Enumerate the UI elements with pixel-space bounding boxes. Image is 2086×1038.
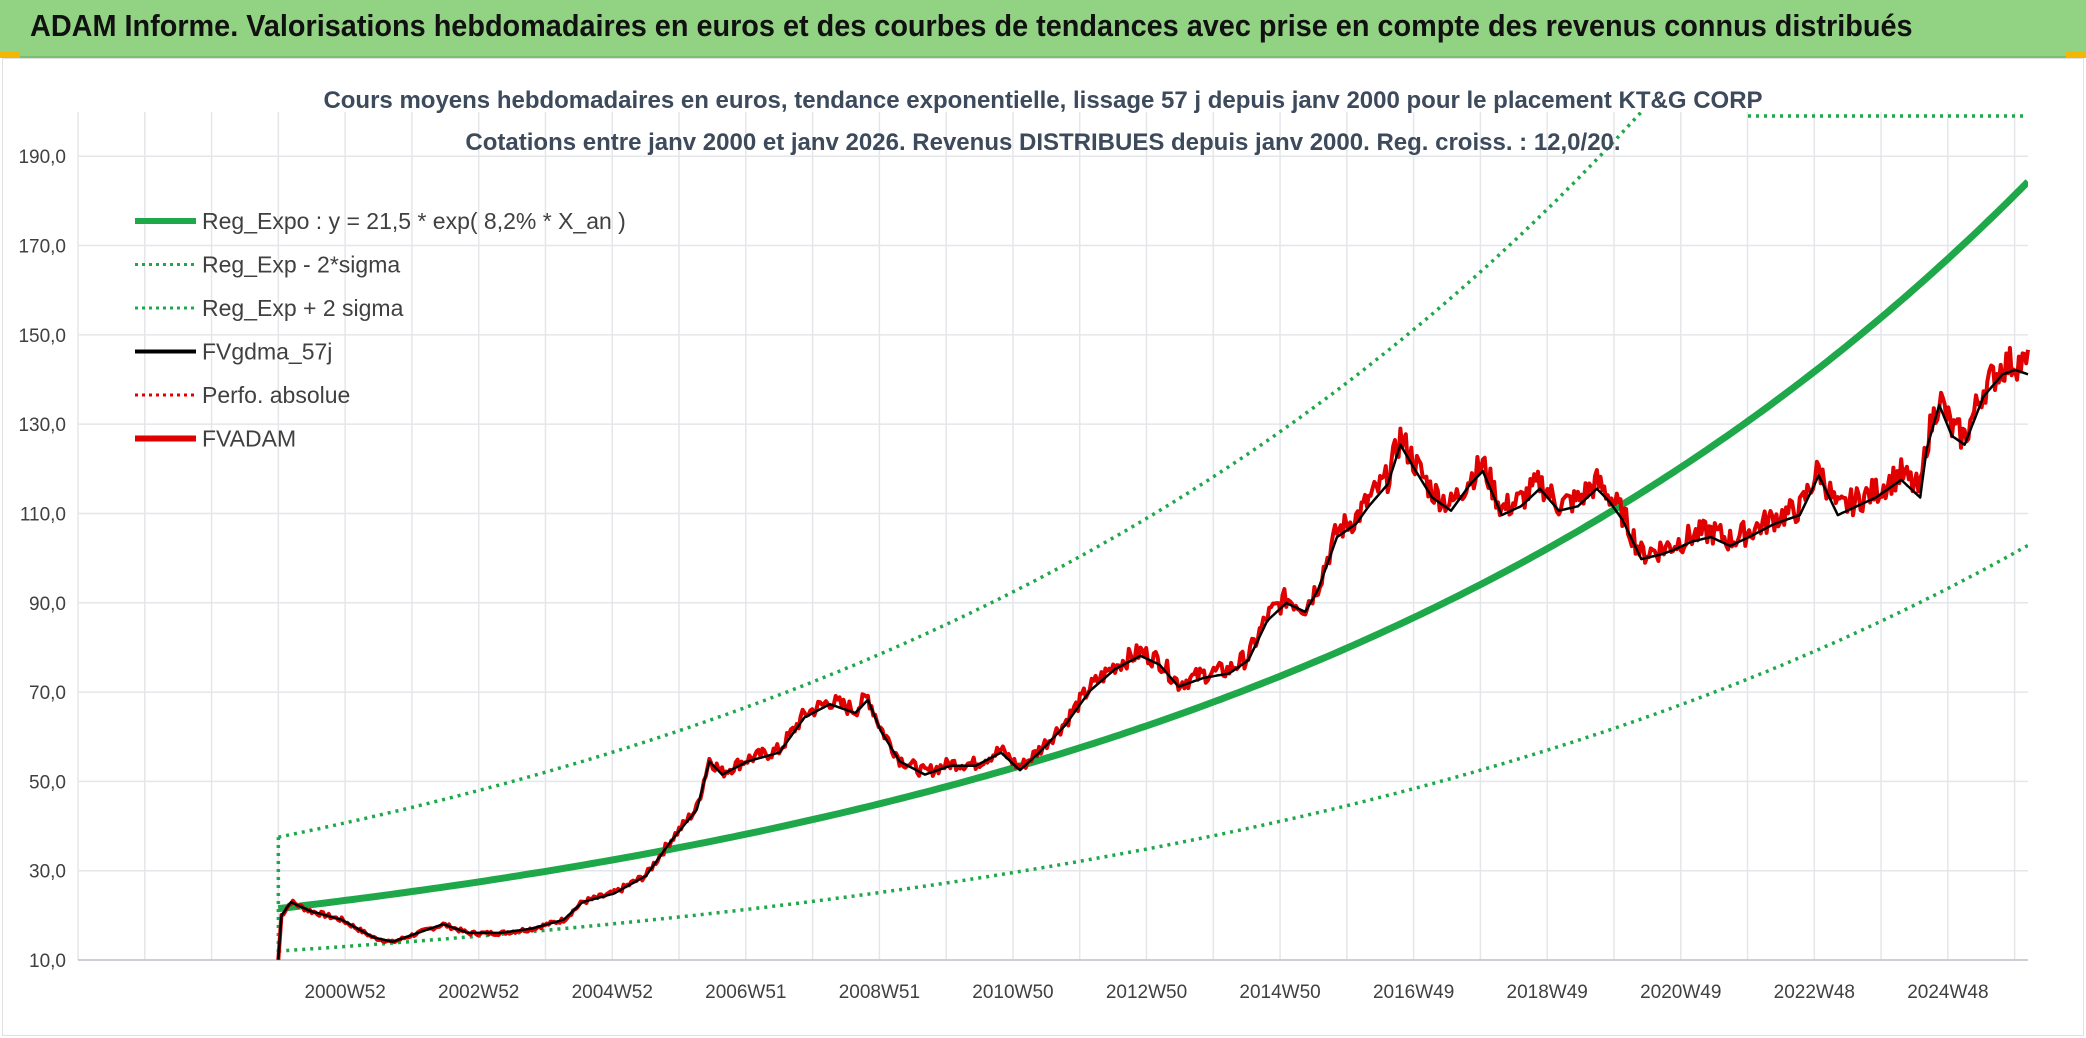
series-fvadam [276,346,2030,961]
y-tick-label: 110,0 [20,504,66,525]
y-tick-label: 190,0 [18,147,66,168]
y-tick-label: 130,0 [18,415,66,436]
y-tick-label: 50,0 [29,772,66,793]
report-banner: ADAM Informe. Valorisations hebdomadaire… [0,0,2086,58]
legend-label: Reg_Exp - 2*sigma [202,252,400,278]
y-tick-label: 30,0 [29,862,66,883]
series-reg-exp-plus-2sigma [277,112,1644,839]
chart-title: Cours moyens hebdomadaires en euros, ten… [323,87,1762,114]
chart-grid [77,112,2028,961]
legend-item: Reg_Expo : y = 21,5 * exp( 8,2% * X_an ) [135,208,626,234]
legend-item: Reg_Exp - 2*sigma [135,252,400,278]
x-tick-label: 2006W51 [705,982,786,1003]
corner-marker-right [2066,52,2086,58]
series-reg-exp-minus-2sigma [278,543,2028,953]
chart-series [276,112,2030,961]
legend-label: FVADAM [202,426,296,452]
y-tick-label: 170,0 [18,237,66,258]
x-tick-label: 2020W49 [1640,982,1721,1003]
chart-frame [2,58,2084,1036]
y-tick-label: 150,0 [18,326,66,347]
chart-subtitle: Cotations entre janv 2000 et janv 2026. … [465,129,1620,156]
x-tick-label: 2000W52 [304,982,385,1003]
corner-marker-left [0,52,20,58]
y-tick-label: 10,0 [29,951,66,972]
chart-axes: 10,0 30,0 50,0 70,0 90,0 110,0 130,0 150,0 170,0… [18,147,2028,1003]
x-tick-label: 2002W52 [438,982,519,1003]
x-tick-label: 2024W48 [1907,982,1988,1003]
legend-item: FVADAM [135,426,296,452]
x-tick-label: 2014W50 [1239,982,1320,1003]
x-tick-label: 2016W49 [1373,982,1454,1003]
chart-legend: Reg_Expo : y = 21,5 * exp( 8,2% * X_an )… [135,208,626,452]
legend-label: Reg_Exp + 2 sigma [202,295,404,321]
x-tick-label: 2004W52 [572,982,653,1003]
series-reg-expo [277,179,2028,913]
legend-item: Perfo. absolue [135,382,350,408]
x-tick-label: 2012W50 [1106,982,1187,1003]
legend-item: FVgdma_57j [135,339,332,365]
legend-label: Reg_Expo : y = 21,5 * exp( 8,2% * X_an ) [202,208,626,234]
y-tick-label: 90,0 [29,594,66,615]
legend-label: FVgdma_57j [202,339,332,365]
x-tick-label: 2008W51 [839,982,920,1003]
x-tick-label: 2010W50 [972,982,1053,1003]
y-tick-label: 70,0 [29,683,66,704]
report-title: ADAM Informe. Valorisations hebdomadaire… [30,8,1913,43]
x-tick-label: 2022W48 [1774,982,1855,1003]
x-tick-label: 2018W49 [1507,982,1588,1003]
legend-label: Perfo. absolue [202,382,350,408]
series-fvgdma-57j [277,368,2029,960]
legend-item: Reg_Exp + 2 sigma [135,295,404,321]
